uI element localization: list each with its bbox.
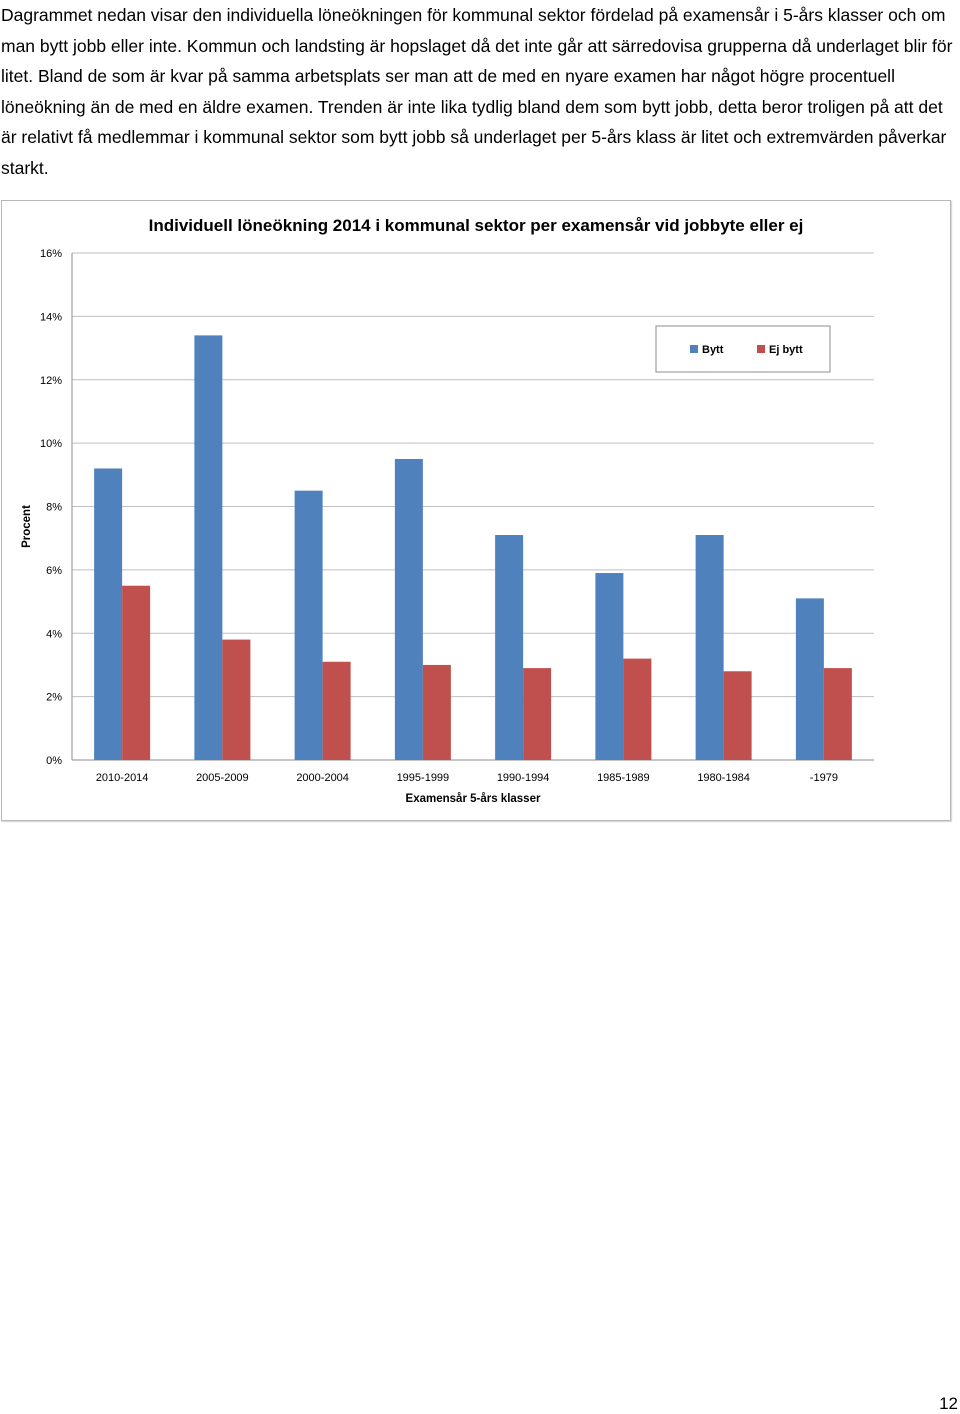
bar-ej-bytt: [823, 668, 852, 760]
legend-items: Bytt Ej bytt: [690, 344, 803, 356]
legend: Bytt Ej bytt: [655, 325, 831, 373]
bar-bytt: [795, 598, 824, 760]
intro-paragraph: Dagrammet nedan visar den individuella l…: [1, 5, 953, 178]
x-tick-label: 2010-2014: [96, 772, 149, 784]
chart-title: Individuell löneökning 2014 i kommunal s…: [149, 216, 804, 235]
x-tick-label: 2005-2009: [196, 772, 249, 784]
bar-chart: Individuell löneökning 2014 i kommunal s…: [21, 216, 874, 805]
x-tick-label: 1995-1999: [397, 772, 450, 784]
y-tick-label: 4%: [46, 628, 62, 640]
legend-label: Bytt: [702, 344, 724, 356]
bar-ej-bytt: [723, 671, 752, 760]
x-axis-ticks: 2010-2014 2005-2009 2000-2004 1995-1999 1990…: [96, 772, 838, 784]
x-axis-label: Examensår 5-års klasser: [406, 793, 541, 805]
bar-bytt: [294, 490, 323, 760]
bar-bytt: [695, 535, 724, 760]
y-axis-ticks: 0% 2% 4% 6% 8% 10% 12% 14% 16%: [40, 248, 62, 767]
bar-bytt: [194, 335, 223, 760]
y-tick-label: 0%: [46, 755, 62, 767]
x-tick-label: -1979: [810, 772, 838, 784]
bar-bytt: [595, 573, 624, 760]
y-tick-label: 14%: [40, 311, 62, 323]
bars: [94, 335, 852, 760]
y-tick-label: 16%: [40, 248, 62, 260]
y-axis-label: Procent: [21, 505, 33, 548]
x-tick-label: 2000-2004: [296, 772, 349, 784]
x-tick-label: 1985-1989: [597, 772, 650, 784]
bar-bytt: [394, 458, 423, 760]
y-tick-label: 6%: [46, 565, 62, 577]
legend-swatch: [757, 345, 765, 353]
legend-box: [655, 325, 831, 373]
bar-bytt: [94, 468, 123, 760]
x-tick-label: 1990-1994: [497, 772, 550, 784]
y-tick-label: 8%: [46, 502, 62, 514]
legend-swatch: [690, 345, 698, 353]
legend-label: Ej bytt: [769, 344, 803, 356]
bar-ej-bytt: [523, 668, 552, 760]
bar-ej-bytt: [122, 585, 151, 760]
y-tick-label: 10%: [40, 438, 62, 450]
bar-ej-bytt: [222, 639, 251, 760]
bar-ej-bytt: [422, 664, 451, 760]
page-number: 12: [939, 1394, 958, 1413]
bar-bytt: [495, 535, 524, 760]
bar-ej-bytt: [322, 661, 351, 760]
x-tick-label: 1980-1984: [697, 772, 750, 784]
chart-container: Individuell löneökning 2014 i kommunal s…: [1, 200, 951, 821]
bar-ej-bytt: [623, 658, 652, 760]
y-tick-label: 2%: [46, 692, 62, 704]
y-tick-label: 12%: [40, 375, 62, 387]
